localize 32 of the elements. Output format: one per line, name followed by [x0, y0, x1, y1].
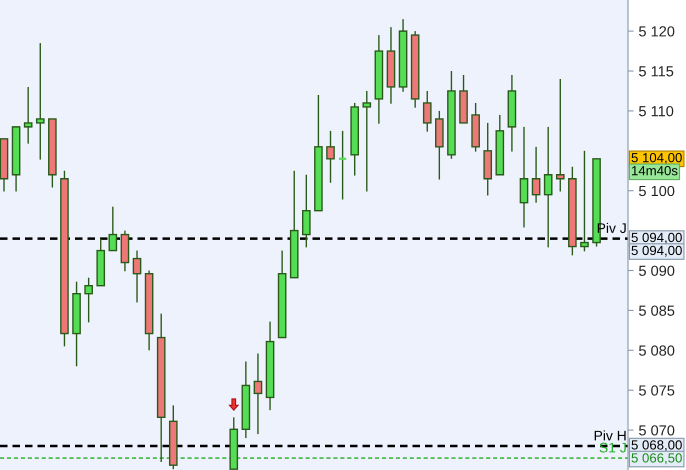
- y-tick-label: 5 070: [639, 425, 674, 436]
- candlestick: [24, 86, 32, 144]
- y-tick-label: 5 120: [639, 26, 674, 37]
- y-tick-label: 5 090: [639, 266, 674, 276]
- candlestick: [580, 150, 589, 252]
- y-tick-label: 5 075: [639, 385, 674, 396]
- candlestick: [302, 174, 311, 248]
- candlestick: [422, 90, 432, 132]
- candlestick: [520, 126, 528, 228]
- candlestick: [326, 130, 335, 184]
- y-tick-label: 5 115: [639, 66, 674, 76]
- y-tick-label: 5 110: [639, 106, 674, 116]
- text: 5 066,50: [632, 453, 682, 464]
- candlestick: [338, 130, 348, 200]
- candlestick: [36, 42, 45, 160]
- text: 5 104,00: [632, 152, 682, 164]
- candlestick: [556, 78, 565, 192]
- y-tick-label: 5 080: [639, 345, 674, 356]
- ref-line-label: Piv H: [594, 430, 626, 440]
- text: 5 094,00: [632, 246, 682, 257]
- candlestick: [544, 126, 553, 248]
- candlestick: [108, 206, 118, 252]
- text: 5 094,00: [632, 232, 682, 244]
- candlestick: [254, 352, 262, 435]
- text: 14m40s: [632, 166, 678, 176]
- y-tick-label: 5 085: [639, 306, 674, 316]
- candlestick: [362, 90, 372, 192]
- candlestick: [532, 146, 540, 204]
- candlestick: [132, 250, 142, 304]
- y-tick-label: 5 100: [639, 186, 674, 196]
- text: 5 068,00: [632, 440, 682, 452]
- candlestick: [84, 276, 93, 324]
